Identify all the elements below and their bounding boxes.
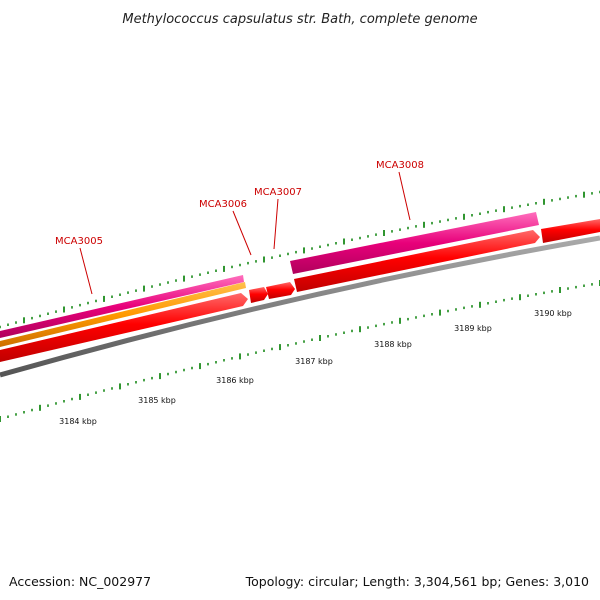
map-title: Methylococcus capsulatus str. Bath, comp… <box>122 12 477 27</box>
leader-line-mca3006 <box>232 210 252 256</box>
scale-label-3190: 3190 kbp <box>534 309 572 318</box>
feature-pink-left <box>0 275 244 338</box>
cds-arrow-mca3007 <box>266 282 295 299</box>
feature-orange-left <box>0 282 246 347</box>
genome-summary-text: Topology: circular; Length: 3,304,561 bp… <box>245 574 589 589</box>
gene-label-mca3005[interactable]: MCA3005 <box>55 236 103 247</box>
tick-track-inner <box>0 280 600 422</box>
cds-arrow-mca3006 <box>249 287 268 303</box>
cds-arrow-mca3005 <box>0 293 248 362</box>
scale-label-3189: 3189 kbp <box>454 324 492 333</box>
scale-label-3187: 3187 kbp <box>295 357 333 366</box>
scale-label-3185: 3185 kbp <box>138 396 176 405</box>
cds-arrow-next <box>541 219 600 243</box>
genome-backbone <box>0 235 600 378</box>
gene-label-mca3007[interactable]: MCA3007 <box>254 187 302 198</box>
tick-track-outer <box>0 190 600 329</box>
gene-label-mca3006[interactable]: MCA3006 <box>199 199 247 210</box>
accession-text: Accession: NC_002977 <box>9 574 151 589</box>
leader-line-mca3005 <box>79 247 93 295</box>
scale-label-3186: 3186 kbp <box>216 376 254 385</box>
cds-arrow-mca3008 <box>294 230 540 292</box>
scale-label-3184: 3184 kbp <box>59 417 97 426</box>
leader-line-mca3007 <box>273 198 279 250</box>
leader-line-mca3008 <box>398 171 411 221</box>
scale-label-3188: 3188 kbp <box>374 340 412 349</box>
feature-pink-right <box>290 212 539 274</box>
gene-label-mca3008[interactable]: MCA3008 <box>376 160 424 171</box>
